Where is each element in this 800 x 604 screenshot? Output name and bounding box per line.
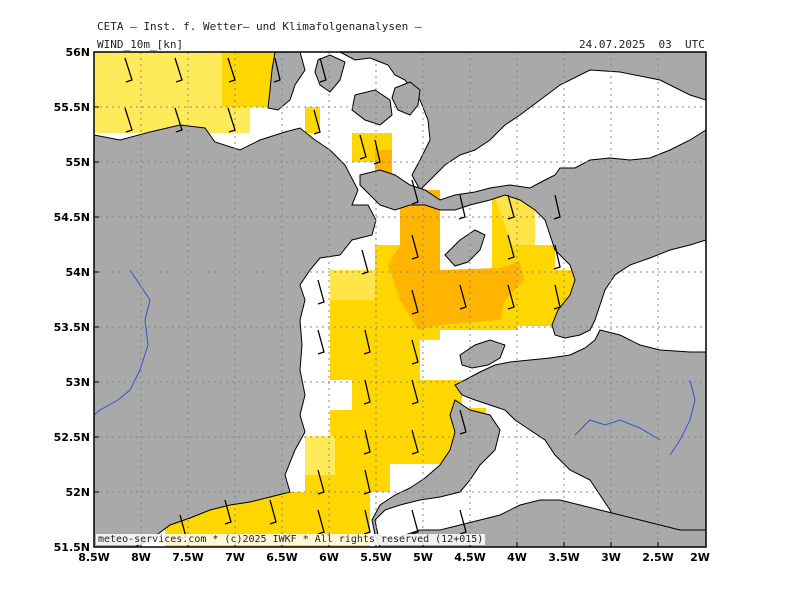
lat-tick-label: 53.5N <box>54 321 90 334</box>
parameter-label: WIND_10m_[kn] <box>95 38 186 51</box>
lon-tick-label: 4W <box>507 551 527 564</box>
rivers <box>93 269 696 456</box>
lat-tick-label: 55.5N <box>54 101 90 114</box>
lat-tick-label: 52N <box>65 486 90 499</box>
lon-tick-label: 5.5W <box>360 551 392 564</box>
scotland-islay <box>314 54 346 93</box>
lon-tick-label: 8W <box>131 551 151 564</box>
footer-credit: meteo-services.com * (c)2025 IWKF * All … <box>96 534 486 545</box>
lat-tick-label: 52.5N <box>54 431 90 444</box>
wind-barbs <box>124 57 561 540</box>
anglesey <box>459 339 506 369</box>
lon-tick-label: 2W <box>690 551 710 564</box>
lon-tick-label: 8.5W <box>78 551 110 564</box>
lat-tick-label: 54.5N <box>54 211 90 224</box>
land <box>93 51 707 548</box>
datetime-label: 24.07.2025 03 UTC <box>577 38 707 51</box>
lat-tick-label: 51.5N <box>54 541 90 554</box>
lat-tick-label: 55N <box>65 156 90 169</box>
lon-tick-label: 5W <box>413 551 433 564</box>
lon-axis: 8.5W 8W 7.5W 7W 6.5W 6W 5.5W 5W 4.5W 4W … <box>78 551 710 564</box>
isle-of-man <box>444 229 486 267</box>
lon-tick-label: 7.5W <box>172 551 204 564</box>
scotland-mainland <box>339 51 707 191</box>
plot-frame <box>93 51 707 548</box>
grid <box>94 52 706 547</box>
lon-tick-label: 7W <box>225 551 245 564</box>
lat-tick-label: 54N <box>65 266 90 279</box>
lat-tick-label: 53N <box>65 376 90 389</box>
institute-title: CETA — Inst. f. Wetter— und Klimafolgena… <box>97 20 422 33</box>
lat-tick-label: 56N <box>65 46 90 59</box>
lon-tick-label: 2.5W <box>642 551 674 564</box>
lon-tick-label: 6.5W <box>266 551 298 564</box>
lat-axis: 56N 55.5N 55N 54.5N 54N 53.5N 53N 52.5N … <box>54 46 90 554</box>
lon-tick-label: 3.5W <box>548 551 580 564</box>
lon-tick-label: 6W <box>319 551 339 564</box>
lon-tick-label: 4.5W <box>454 551 486 564</box>
lat-ticks <box>94 51 99 493</box>
lon-tick-label: 3W <box>601 551 621 564</box>
